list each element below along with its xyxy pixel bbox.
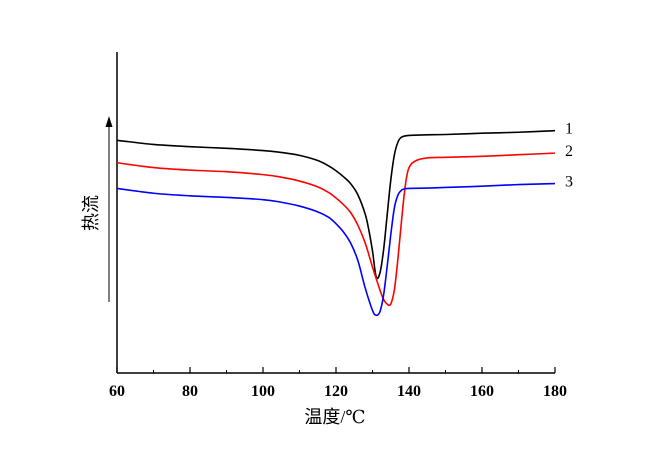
series-label-2: 2 xyxy=(565,143,573,160)
axes xyxy=(116,52,555,374)
series-line-1 xyxy=(116,129,556,280)
series-label-1: 1 xyxy=(565,121,573,138)
x-tick-label: 120 xyxy=(324,383,348,400)
series-line-3 xyxy=(116,182,556,317)
x-tick-label: 140 xyxy=(397,383,421,400)
x-tick-label: 160 xyxy=(470,383,494,400)
series-lines xyxy=(116,129,556,317)
heat-flow-arrow xyxy=(105,116,113,302)
x-ticks: 60 80 100 120 140 160 180 xyxy=(109,367,567,400)
x-tick-label: 80 xyxy=(182,383,198,400)
x-axis-title: 温度/℃ xyxy=(304,407,365,427)
series-label-3: 3 xyxy=(565,174,573,191)
x-tick-label: 100 xyxy=(251,383,275,400)
arrow-head xyxy=(105,116,113,127)
x-tick-label: 180 xyxy=(543,383,567,400)
x-tick-label: 60 xyxy=(109,383,125,400)
y-axis-title: 热流 xyxy=(81,195,101,231)
series-line-2 xyxy=(116,152,556,307)
series-labels: 1 2 3 xyxy=(565,121,573,191)
